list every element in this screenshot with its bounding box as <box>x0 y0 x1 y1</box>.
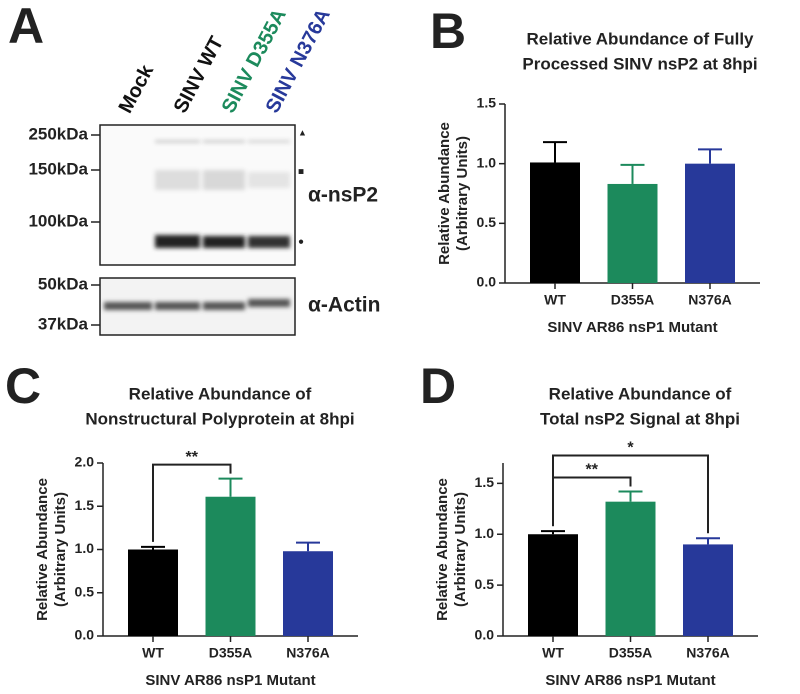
x-axis-label: SINV AR86 nsP1 Mutant <box>545 672 715 689</box>
lane-label: Mock <box>115 61 159 117</box>
marker-label: 100kDa <box>28 211 88 230</box>
marker-label: 50kDa <box>38 274 89 293</box>
chart-title: Nonstructural Polyprotein at 8hpi <box>85 409 354 428</box>
panel-letter: C <box>5 358 41 414</box>
significance-label: ** <box>586 462 599 479</box>
y-tick-label: 1.5 <box>477 95 497 111</box>
x-tick-label: WT <box>142 645 164 661</box>
y-axis-label: (Arbitrary Units) <box>52 492 69 607</box>
x-axis-label: SINV AR86 nsP1 Mutant <box>145 672 315 689</box>
bar <box>530 162 580 283</box>
y-axis-label: (Arbitrary Units) <box>454 136 471 251</box>
x-tick-label: N376A <box>686 645 730 661</box>
bar <box>605 501 656 636</box>
antibody-label: α-nsP2 <box>308 184 378 207</box>
bar <box>683 544 733 636</box>
chart-title: Processed SINV nsP2 at 8hpi <box>522 54 757 73</box>
bar <box>528 534 578 636</box>
actin-bands <box>104 299 290 310</box>
chart-title: Total nsP2 Signal at 8hpi <box>540 409 740 428</box>
bar <box>607 183 658 283</box>
blot: ▲ ■ ● <box>99 124 307 336</box>
y-tick-label: 0.0 <box>75 627 95 643</box>
panel-letter: B <box>430 3 466 59</box>
significance-label: ** <box>186 449 199 466</box>
marker-label: 250kDa <box>28 124 88 143</box>
x-tick-label: N376A <box>286 645 330 661</box>
bar <box>205 496 256 636</box>
band-symbol: ■ <box>298 167 304 178</box>
x-axis-label: SINV AR86 nsP1 Mutant <box>547 319 717 336</box>
significance-bracket <box>552 454 709 534</box>
bar <box>128 549 178 636</box>
y-axis-label: (Arbitrary Units) <box>452 492 469 607</box>
band-symbol: ▲ <box>298 127 307 137</box>
y-axis-label: Relative Abundance <box>34 478 51 621</box>
x-tick-label: N376A <box>688 292 732 308</box>
chart-title: Relative Abundance of <box>129 384 312 403</box>
y-tick-label: 1.0 <box>75 540 95 556</box>
y-tick-label: 0.0 <box>475 627 495 643</box>
y-axis-label: Relative Abundance <box>434 478 451 621</box>
y-tick-label: 1.5 <box>75 497 95 513</box>
x-tick-label: D355A <box>609 645 653 661</box>
y-tick-label: 2.0 <box>75 454 95 470</box>
panel-letter: A <box>8 0 44 54</box>
x-tick-label: D355A <box>611 292 655 308</box>
x-tick-label: WT <box>544 292 566 308</box>
y-tick-label: 1.0 <box>477 154 497 170</box>
band-symbol: ● <box>298 237 304 248</box>
panel-letter: D <box>420 358 456 414</box>
y-axis-label: Relative Abundance <box>436 122 453 265</box>
significance-bracket <box>152 463 232 542</box>
antibody-label: α-Actin <box>308 294 380 317</box>
y-tick-label: 0.0 <box>477 274 497 290</box>
y-tick-label: 0.5 <box>75 583 95 599</box>
marker-label: 37kDa <box>38 314 89 333</box>
nsp2-bands <box>155 140 290 248</box>
chart-title: Relative Abundance of Fully <box>526 29 754 48</box>
y-tick-label: 0.5 <box>475 576 495 592</box>
bar <box>283 551 333 636</box>
y-tick-label: 0.5 <box>477 214 497 230</box>
y-tick-label: 1.0 <box>475 525 495 541</box>
x-tick-label: D355A <box>209 645 253 661</box>
y-tick-label: 1.5 <box>475 474 495 490</box>
chart-title: Relative Abundance of <box>549 384 732 403</box>
marker-label: 150kDa <box>28 159 88 178</box>
significance-label: * <box>627 440 634 457</box>
x-tick-label: WT <box>542 645 564 661</box>
bar <box>685 163 735 283</box>
